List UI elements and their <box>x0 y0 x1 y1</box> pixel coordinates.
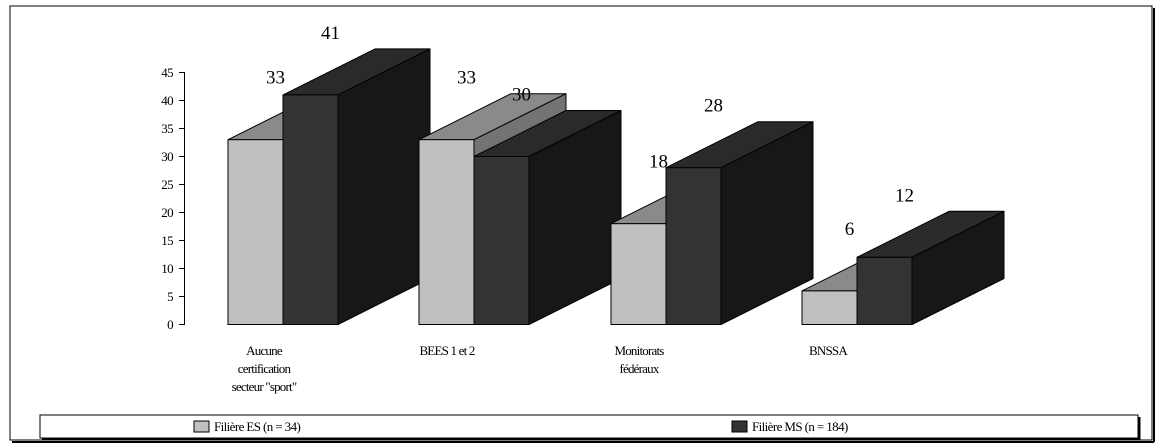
y-tick-label: 20 <box>161 205 173 220</box>
category-label: Aucune <box>246 343 283 358</box>
legend-label-ms: Filière MS (n = 184) <box>752 419 848 434</box>
legend-label-es: Filière ES (n = 34) <box>214 419 300 434</box>
y-tick-label: 10 <box>161 261 173 276</box>
data-label: 6 <box>845 219 855 240</box>
bar <box>418 139 475 325</box>
category-label: BNSSA <box>809 343 848 358</box>
y-tick-label: 5 <box>167 289 173 304</box>
y-tick-label: 40 <box>161 93 173 108</box>
data-label: 28 <box>704 96 723 117</box>
y-tick-label: 15 <box>161 233 173 248</box>
data-label: 30 <box>512 85 531 106</box>
bars <box>227 48 1005 326</box>
legend-swatch-ms <box>731 420 748 433</box>
category-label: BEES 1 et 2 <box>419 343 474 358</box>
y-tick-label: 35 <box>161 121 173 136</box>
data-label: 12 <box>895 185 914 206</box>
bar <box>856 256 913 325</box>
bar <box>610 223 667 325</box>
y-tick-label: 30 <box>161 149 173 164</box>
y-axis: 0 5 10 15 20 25 30 35 40 45 <box>161 65 185 332</box>
category-label: Monitorats <box>614 343 664 358</box>
value-labels: 33 41 33 30 18 28 6 12 <box>266 23 914 240</box>
data-label: 33 <box>457 68 476 89</box>
legend: Filière ES (n = 34) Filière MS (n = 184) <box>39 414 1141 441</box>
data-label: 18 <box>649 152 668 173</box>
bar <box>282 94 339 326</box>
y-tick-label: 25 <box>161 177 173 192</box>
bar <box>665 167 722 325</box>
bar-side-face <box>337 48 431 325</box>
category-label: fédéraux <box>619 361 659 376</box>
bar <box>227 139 284 325</box>
bar <box>801 290 858 325</box>
legend-swatch-es <box>193 420 210 433</box>
data-label: 41 <box>321 23 340 44</box>
category-labels: Aucune certification secteur "sport" BEES 1… <box>232 343 850 394</box>
bar <box>473 156 530 325</box>
category-label: secteur "sport" <box>232 379 297 394</box>
category-label: certification <box>238 361 292 376</box>
y-tick-label: 0 <box>167 317 173 332</box>
data-label: 33 <box>266 68 285 89</box>
legend-box <box>39 414 1139 439</box>
y-tick-label: 45 <box>161 65 173 80</box>
